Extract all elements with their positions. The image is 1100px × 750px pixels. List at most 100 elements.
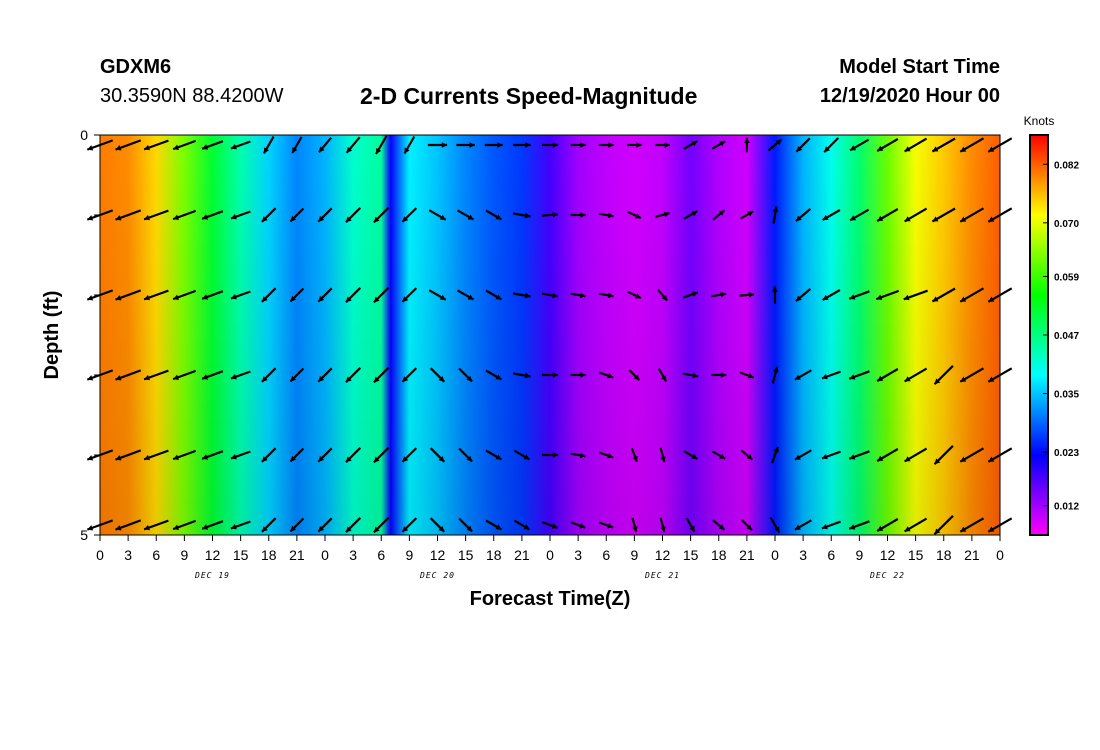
x-tick-label: 9 bbox=[405, 547, 413, 563]
current-vector bbox=[230, 450, 251, 460]
x-tick-label: 3 bbox=[124, 547, 132, 563]
current-vector bbox=[115, 369, 142, 381]
current-vector bbox=[513, 212, 531, 219]
current-vector bbox=[772, 286, 778, 304]
current-vector bbox=[230, 210, 251, 220]
colorbar-tick-label: 0.059 bbox=[1054, 272, 1079, 283]
x-tick-label: 9 bbox=[855, 547, 863, 563]
depth-shading bbox=[100, 135, 1000, 535]
day-label: DEC 22 bbox=[869, 571, 905, 580]
x-tick-label: 12 bbox=[880, 547, 896, 563]
current-vector bbox=[401, 287, 418, 303]
current-vector bbox=[143, 449, 169, 461]
x-tick-label: 18 bbox=[711, 547, 727, 563]
current-vector bbox=[172, 369, 197, 381]
current-vector bbox=[429, 517, 446, 533]
x-axis-label: Forecast Time(Z) bbox=[470, 588, 631, 610]
current-vector bbox=[683, 140, 698, 150]
colorbar-tick-label: 0.070 bbox=[1054, 219, 1079, 230]
current-vector bbox=[115, 289, 142, 301]
model-start-label: Model Start Time bbox=[839, 56, 1000, 78]
current-vector bbox=[458, 517, 473, 533]
current-vector bbox=[201, 520, 224, 530]
current-vector bbox=[598, 521, 614, 529]
current-vector bbox=[201, 290, 224, 300]
chart-title: 2-D Currents Speed-Magnitude bbox=[360, 83, 698, 109]
current-vector bbox=[513, 519, 531, 531]
current-vector bbox=[959, 447, 985, 463]
current-vector bbox=[795, 288, 812, 302]
current-vector bbox=[541, 211, 559, 218]
current-vector bbox=[744, 137, 750, 153]
current-vector bbox=[656, 288, 669, 302]
current-vector bbox=[904, 517, 928, 533]
current-vector bbox=[598, 212, 614, 219]
x-tick-label: 15 bbox=[908, 547, 924, 563]
day-label: DEC 20 bbox=[419, 571, 455, 580]
current-vector bbox=[373, 516, 390, 534]
current-vector bbox=[261, 517, 277, 533]
current-vector bbox=[201, 450, 224, 460]
current-vector bbox=[570, 372, 586, 378]
current-vector bbox=[711, 372, 727, 378]
current-vector bbox=[712, 209, 726, 221]
current-vector bbox=[513, 372, 531, 379]
current-vector bbox=[115, 449, 142, 461]
current-vector bbox=[456, 142, 475, 148]
current-vector bbox=[345, 517, 362, 533]
current-vector bbox=[318, 136, 332, 154]
current-vector bbox=[711, 450, 726, 460]
current-vector bbox=[767, 138, 783, 152]
current-vector bbox=[373, 366, 390, 384]
current-vector bbox=[740, 519, 753, 531]
x-tick-label: 12 bbox=[655, 547, 671, 563]
current-vector bbox=[570, 521, 586, 529]
current-vector bbox=[542, 521, 558, 529]
x-tick-label: 0 bbox=[96, 547, 104, 563]
current-vector bbox=[682, 291, 699, 299]
x-tick-label: 15 bbox=[458, 547, 474, 563]
x-tick-label: 12 bbox=[430, 547, 446, 563]
current-vector bbox=[655, 142, 670, 148]
current-vector bbox=[513, 292, 531, 299]
current-vector bbox=[230, 140, 251, 150]
current-vector bbox=[627, 210, 642, 220]
current-vector bbox=[711, 291, 727, 298]
current-vector bbox=[289, 367, 305, 383]
current-vector bbox=[401, 517, 418, 533]
current-vector bbox=[375, 135, 388, 155]
current-vector bbox=[931, 287, 956, 303]
current-vector bbox=[822, 289, 841, 301]
x-tick-label: 0 bbox=[546, 547, 554, 563]
current-vector bbox=[261, 367, 277, 383]
current-vector bbox=[959, 207, 985, 223]
current-vector bbox=[403, 135, 416, 155]
current-vector bbox=[959, 287, 985, 303]
current-vector bbox=[794, 369, 812, 381]
current-vector bbox=[401, 367, 418, 383]
current-vector bbox=[485, 519, 503, 531]
current-vector bbox=[485, 289, 503, 301]
current-vector bbox=[795, 208, 812, 222]
current-vector bbox=[849, 138, 870, 152]
current-vector bbox=[262, 136, 275, 154]
current-vector bbox=[712, 519, 726, 531]
x-tick-label: 18 bbox=[936, 547, 952, 563]
current-vector bbox=[904, 447, 928, 463]
x-tick-label: 3 bbox=[574, 547, 582, 563]
current-vector bbox=[541, 292, 559, 299]
current-vector bbox=[201, 140, 224, 150]
current-vector bbox=[143, 369, 169, 381]
x-tick-label: 6 bbox=[602, 547, 610, 563]
current-vector bbox=[848, 290, 870, 300]
current-vector bbox=[740, 210, 754, 220]
current-vector bbox=[261, 287, 277, 303]
current-vector bbox=[685, 517, 696, 533]
current-vector bbox=[904, 367, 928, 383]
current-vector bbox=[261, 447, 277, 463]
current-vector bbox=[115, 209, 142, 221]
current-vector bbox=[428, 209, 447, 221]
current-vector bbox=[848, 370, 870, 380]
current-vector bbox=[317, 207, 333, 223]
